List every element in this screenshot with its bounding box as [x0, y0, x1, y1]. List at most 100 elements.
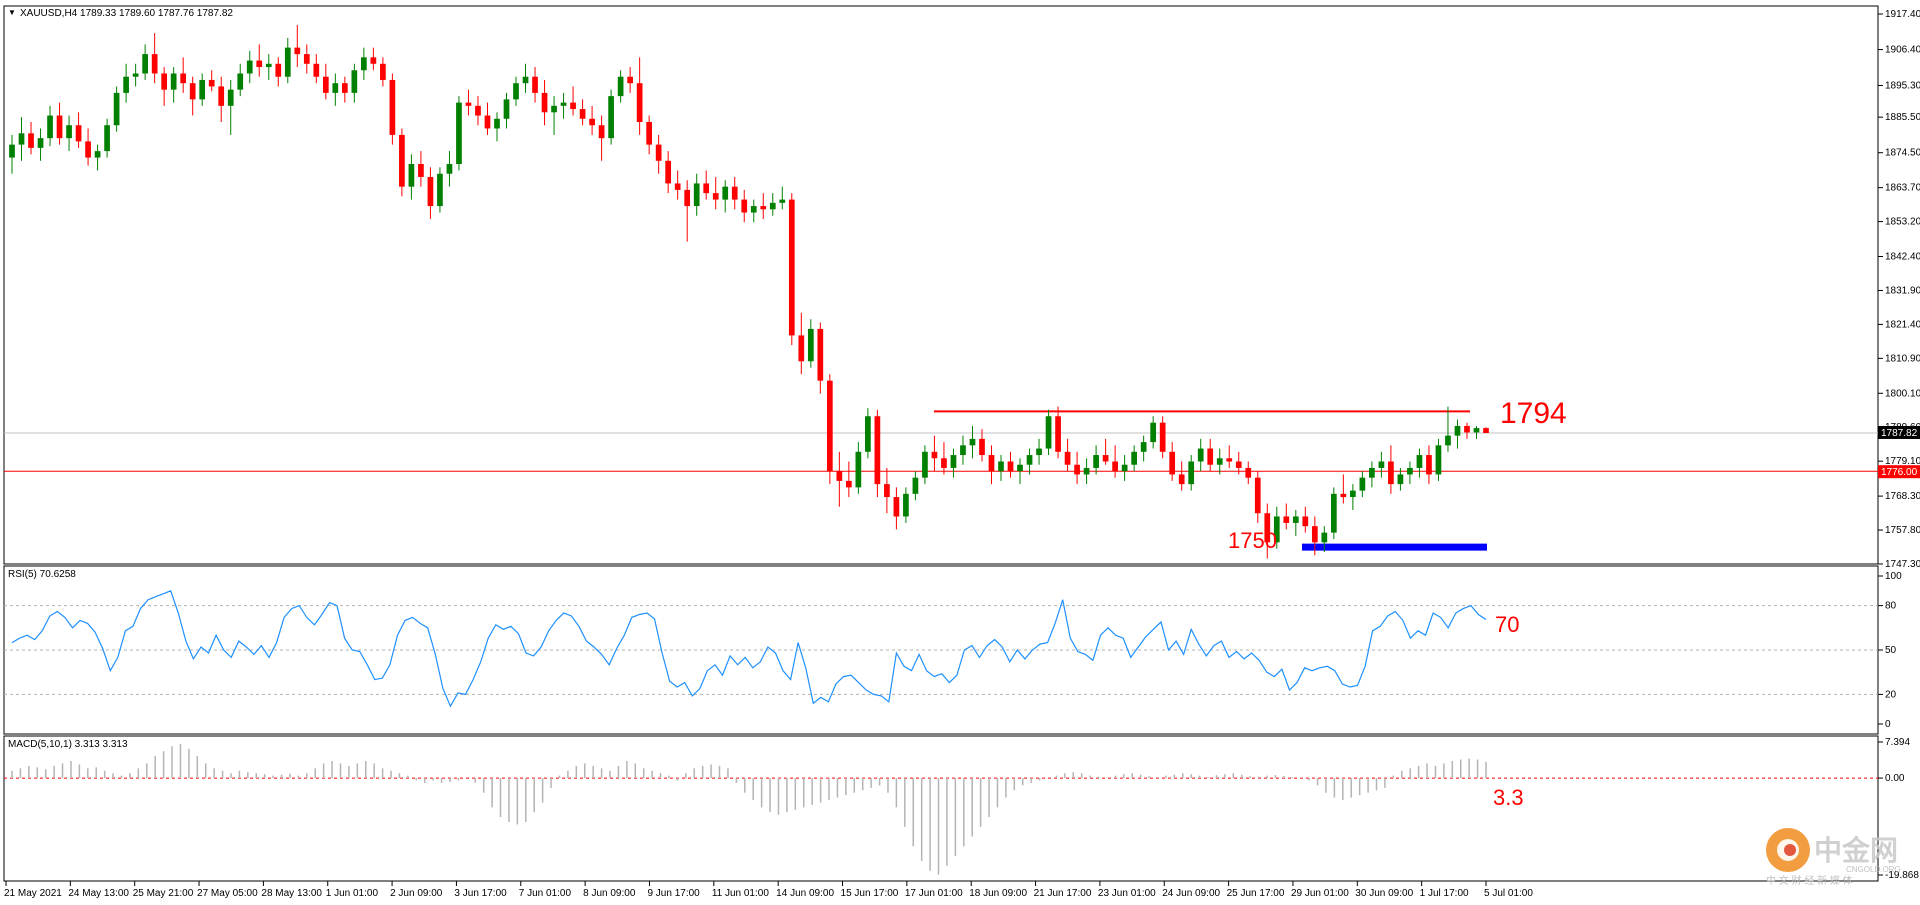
watermark-url: CNGOLD.ORG [1846, 865, 1901, 874]
candle [75, 112, 82, 148]
candle [1197, 438, 1204, 472]
candle [646, 115, 653, 155]
time-tick-label: 17 Jun 01:00 [905, 888, 963, 899]
candle [589, 105, 595, 135]
candle [303, 44, 310, 74]
candle [560, 92, 567, 119]
candle [256, 44, 263, 77]
candle [180, 57, 187, 93]
time-tick-label: 11 Jun 01:00 [712, 888, 770, 899]
rsi-tick-label: 20 [1885, 689, 1897, 700]
candle [1330, 487, 1337, 540]
candle [56, 102, 63, 145]
rsi-indicator: 100 80 50 20 0 [4, 571, 1902, 730]
candle [370, 47, 377, 71]
time-tick-label: 7 Jun 01:00 [519, 888, 572, 899]
candle [1226, 445, 1233, 468]
candle [807, 319, 814, 368]
time-tick-label: 25 Jun 17:00 [1227, 888, 1285, 899]
candle [1064, 438, 1071, 472]
candle [1026, 448, 1033, 475]
price-tick-label: 1917.40 [1885, 9, 1920, 20]
candle [1055, 406, 1061, 459]
candlestick-series [9, 24, 1489, 559]
candle [322, 63, 329, 100]
watermark-name: 中金网 [1814, 834, 1898, 866]
candle [912, 471, 919, 501]
candle [760, 193, 767, 219]
time-tick-label: 5 Jul 01:00 [1484, 888, 1533, 899]
candle [1235, 451, 1242, 475]
candle [1045, 409, 1052, 456]
candle [1188, 455, 1195, 491]
candle [161, 67, 168, 106]
candle [636, 57, 643, 135]
candle [94, 144, 101, 171]
chart-dropdown-icon[interactable]: ▼ [8, 8, 16, 17]
candle [865, 408, 871, 459]
candle [1007, 451, 1014, 478]
candle [532, 67, 538, 103]
candle [1426, 445, 1432, 485]
candle [85, 128, 91, 166]
candle [551, 96, 557, 135]
candle [731, 176, 738, 210]
candle [142, 44, 148, 80]
candle [66, 115, 72, 152]
candle [779, 186, 786, 210]
macd-indicator: 7.394 0.00 -19.868 [4, 737, 1919, 881]
price-tick-label: 1853.20 [1885, 217, 1920, 228]
candle [712, 176, 719, 210]
macd-tick-label: 7.394 [1885, 737, 1910, 748]
candle [741, 189, 748, 223]
candle [998, 455, 1004, 481]
candle [769, 193, 776, 216]
time-axis: 21 May 2021 24 May 13:00 25 May 21:00 27 Ma… [4, 881, 1533, 899]
candle [1216, 448, 1223, 475]
candle [294, 24, 301, 68]
rsi-tick-label: 0 [1885, 719, 1891, 730]
candle [1407, 461, 1413, 485]
candle [28, 121, 34, 155]
candle [1321, 526, 1328, 553]
watermark-tagline: 中 文 财 经 新 媒 体 [1766, 874, 1853, 887]
candle [817, 322, 824, 394]
time-tick-label: 24 May 13:00 [68, 888, 129, 899]
candle [341, 76, 348, 103]
candle [456, 96, 462, 171]
candle [655, 134, 662, 174]
candle [18, 117, 25, 161]
candle [541, 79, 548, 126]
candle [418, 151, 424, 187]
rsi-tick-label: 50 [1885, 645, 1897, 656]
candle [1445, 406, 1451, 452]
candle [979, 429, 985, 462]
resistance-label: 1794 [1500, 397, 1567, 430]
candle [123, 63, 129, 103]
candle [1131, 445, 1137, 472]
candle [1378, 451, 1385, 478]
candle [1340, 474, 1347, 504]
candle [465, 89, 472, 116]
time-tick-label: 28 May 13:00 [261, 888, 322, 899]
price-tick-label: 1895.30 [1885, 80, 1920, 91]
candle [665, 151, 672, 194]
candle [237, 63, 244, 97]
candle [151, 33, 158, 84]
price-tick-label: 1779.10 [1885, 456, 1920, 467]
macd-annotation: 3.3 [1493, 785, 1524, 810]
price-axis: 1917.40 1906.40 1895.30 1885.50 1874.50 1863.… [1878, 9, 1920, 570]
support-label: 1750 [1228, 528, 1277, 553]
candle [1359, 471, 1366, 498]
candle [1264, 503, 1271, 559]
candle [265, 54, 272, 80]
price-tick-label: 1768.30 [1885, 491, 1920, 502]
time-tick-label: 21 May 2021 [4, 888, 62, 899]
candle [617, 70, 624, 103]
rsi-line [11, 590, 1487, 708]
candle [246, 50, 253, 84]
price-pane-frame [3, 5, 1879, 565]
time-tick-label: 24 Jun 09:00 [1162, 888, 1220, 899]
